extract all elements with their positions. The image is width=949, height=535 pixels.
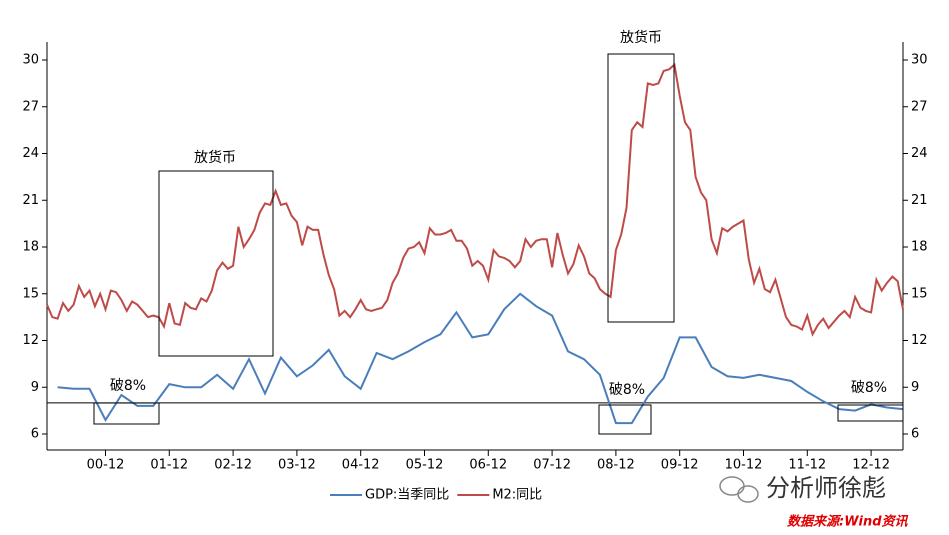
annotation: 破8% (110, 378, 146, 394)
source: 数据来源:Wind资讯 (787, 514, 909, 530)
x-tick-label: 09-12 (661, 458, 699, 473)
y-tick-label: 15 (22, 286, 39, 301)
x-tick-label: 05-12 (406, 458, 444, 473)
y-tick-label: 30 (22, 53, 39, 68)
annotation: 破8% (851, 380, 887, 396)
annotation: 放货币 (194, 149, 236, 166)
y-tick-label: 21 (22, 193, 39, 208)
annotation: 放货币 (620, 29, 662, 46)
y2-tick-label: 24 (911, 146, 928, 161)
y-tick-label: 9 (31, 380, 39, 395)
annotation-box (837, 404, 904, 422)
y2-tick-label: 6 (911, 427, 919, 442)
y-tick-label: 18 (22, 240, 39, 255)
legend-label: M2:同比 (492, 488, 542, 503)
annotation: 破8% (609, 382, 645, 398)
x-tick-label: 00-12 (87, 458, 125, 473)
y-tick-label: 24 (22, 146, 39, 161)
y2-tick-label: 12 (911, 333, 928, 348)
y-tick-label: 6 (31, 427, 39, 442)
annotation-box (158, 170, 274, 357)
y2-tick-label: 18 (911, 240, 928, 255)
x-tick-label: 07-12 (533, 458, 571, 473)
watermark-icon (719, 476, 759, 503)
x-tick-label: 06-12 (469, 458, 507, 473)
x-tick-label: 10-12 (725, 458, 763, 473)
y2-tick-label: 15 (911, 286, 928, 301)
annotation-box (598, 404, 652, 435)
x-tick-label: 12-12 (852, 458, 890, 473)
x-tick-label: 08-12 (597, 458, 635, 473)
y2-tick-label: 21 (911, 193, 928, 208)
y2-tick-label: 27 (911, 99, 928, 114)
x-tick-label: 04-12 (342, 458, 380, 473)
series-line (57, 292, 904, 425)
x-tick-label: 01-12 (150, 458, 188, 473)
watermark: 分析师徐彪 (766, 474, 886, 502)
y-tick-label: 27 (22, 99, 39, 114)
annotation-box (93, 402, 160, 425)
x-tick-label: 03-12 (278, 458, 316, 473)
x-tick-label: 11-12 (788, 458, 826, 473)
y-tick-label: 12 (22, 333, 39, 348)
x-tick-label: 02-12 (214, 458, 252, 473)
legend-label: GDP:当季同比 (365, 488, 449, 503)
y2-tick-label: 30 (911, 53, 928, 68)
annotation-box (607, 53, 675, 323)
series-line (46, 62, 904, 337)
y2-tick-label: 9 (911, 380, 919, 395)
